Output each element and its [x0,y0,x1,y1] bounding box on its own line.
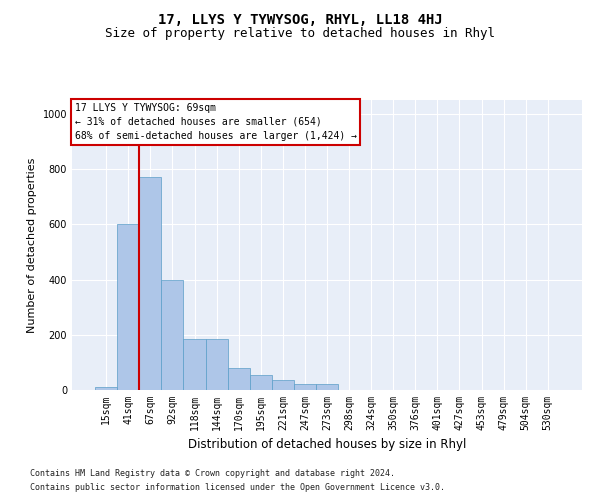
Bar [316,384,338,390]
Bar [161,280,184,390]
Text: 17, LLYS Y TYWYSOG, RHYL, LL18 4HJ: 17, LLYS Y TYWYSOG, RHYL, LL18 4HJ [158,12,442,26]
Bar [227,368,250,390]
Bar [95,387,117,390]
X-axis label: Distribution of detached houses by size in Rhyl: Distribution of detached houses by size … [188,438,466,452]
Bar [184,339,206,390]
Bar [294,384,316,390]
Bar [250,375,272,390]
Text: Contains public sector information licensed under the Open Government Licence v3: Contains public sector information licen… [30,484,445,492]
Y-axis label: Number of detached properties: Number of detached properties [27,158,37,332]
Text: Contains HM Land Registry data © Crown copyright and database right 2024.: Contains HM Land Registry data © Crown c… [30,468,395,477]
Text: Size of property relative to detached houses in Rhyl: Size of property relative to detached ho… [105,28,495,40]
Bar [117,224,139,390]
Bar [139,178,161,390]
Bar [272,380,294,390]
Bar [206,339,227,390]
Text: 17 LLYS Y TYWYSOG: 69sqm
← 31% of detached houses are smaller (654)
68% of semi-: 17 LLYS Y TYWYSOG: 69sqm ← 31% of detach… [74,103,356,141]
